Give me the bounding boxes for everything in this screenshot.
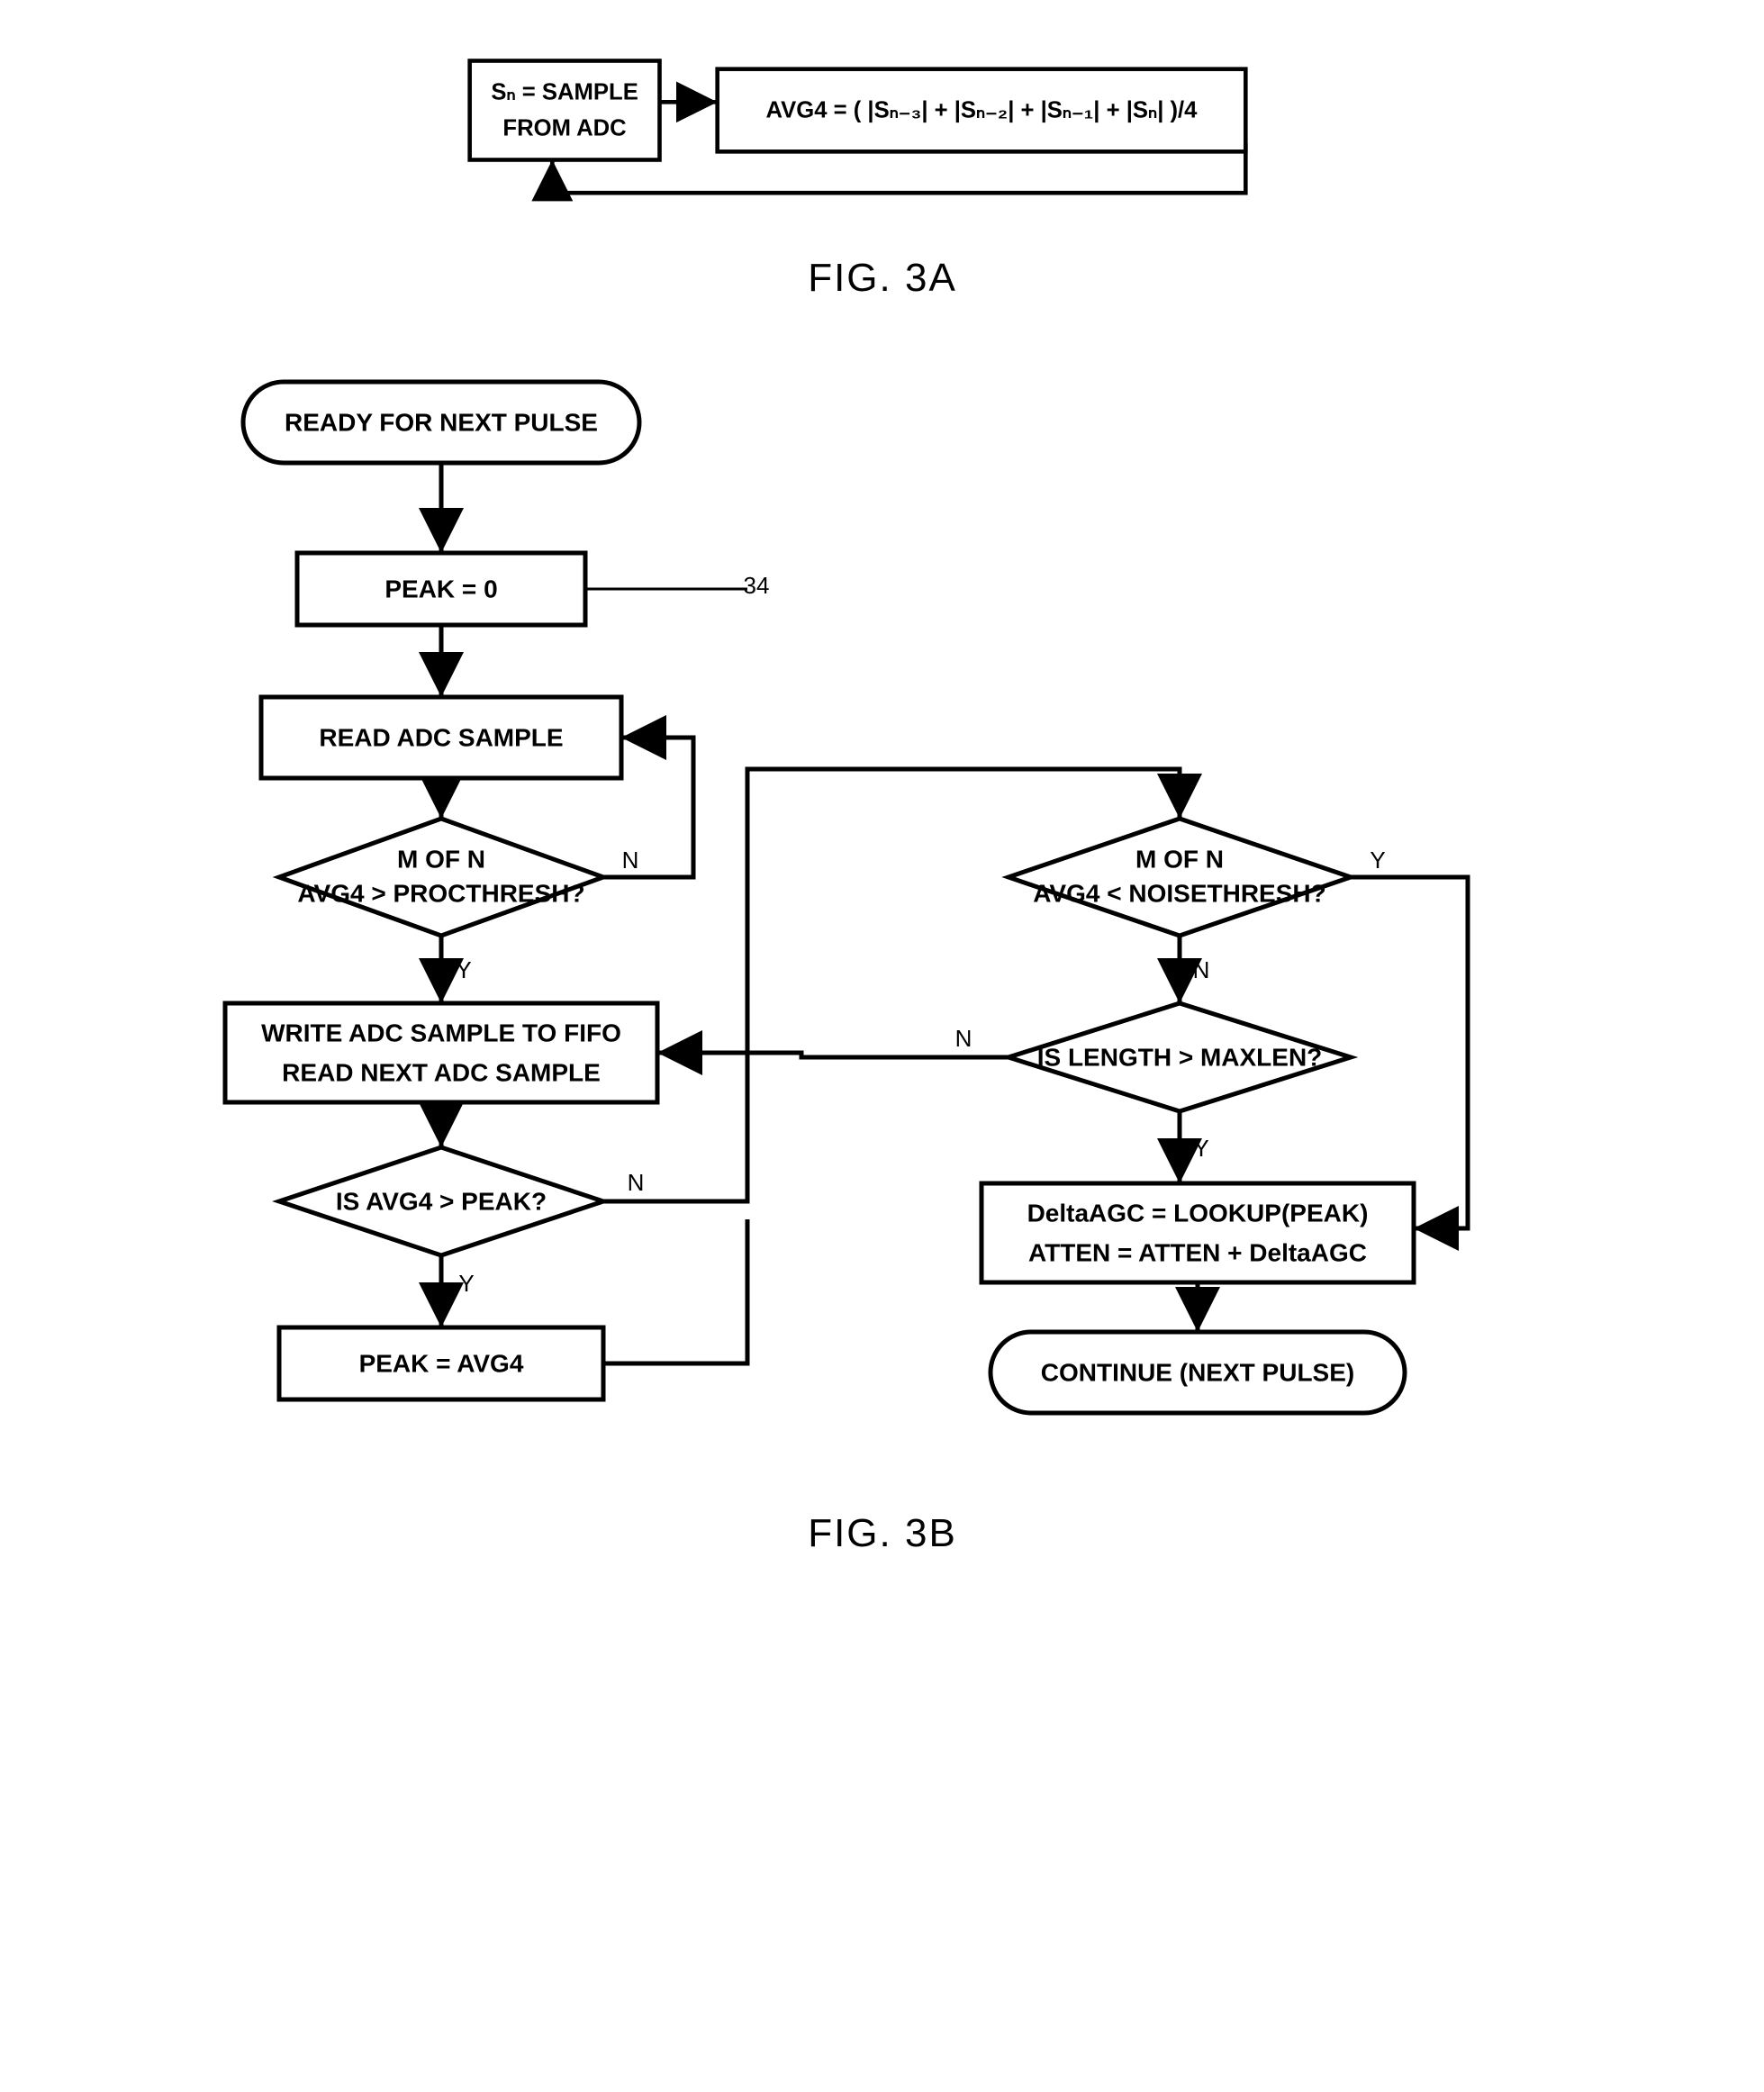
edge-label: Y [1193, 1135, 1208, 1162]
svg-text:AVG4 = ( |Sₙ₋₃| + |Sₙ₋₂| + |Sₙ: AVG4 = ( |Sₙ₋₃| + |Sₙ₋₂| + |Sₙ₋₁| + |Sₙ|… [766, 98, 1199, 123]
svg-text:PEAK = AVG4: PEAK = AVG4 [359, 1350, 524, 1378]
svg-text:AVG4 > PROCTHRESH?: AVG4 > PROCTHRESH? [297, 880, 584, 908]
edge-label: Y [1370, 847, 1385, 874]
svg-text:M OF N: M OF N [397, 846, 485, 874]
edge-label: Y [458, 1270, 474, 1297]
ref-34: 34 [744, 572, 770, 599]
svg-text:READ NEXT ADC SAMPLE: READ NEXT ADC SAMPLE [282, 1059, 601, 1087]
svg-text:PEAK = 0: PEAK = 0 [384, 575, 497, 603]
edge-label: Y [456, 956, 471, 983]
edge-label: N [1193, 956, 1210, 983]
edge-label: N [955, 1025, 972, 1052]
fig3a-svg: Sₙ = SAMPLE FROM ADC AVG4 = ( |Sₙ₋₃| + |Sₙ… [387, 36, 1378, 234]
svg-text:FROM ADC: FROM ADC [502, 116, 626, 141]
svg-text:IS AVG4 > PEAK?: IS AVG4 > PEAK? [336, 1188, 547, 1216]
svg-text:READ ADC SAMPLE: READ ADC SAMPLE [319, 724, 563, 752]
fig3a-caption: FIG. 3A [36, 256, 1729, 301]
fig3b-svg: N Y N Y N Y N Y READY FOR NEXT PULSE PEAK = 0 READ… [117, 355, 1648, 1490]
svg-text:DeltaAGC = LOOKUP(PEAK): DeltaAGC = LOOKUP(PEAK) [1027, 1200, 1369, 1227]
svg-text:WRITE ADC SAMPLE TO FIFO: WRITE ADC SAMPLE TO FIFO [261, 1019, 621, 1047]
svg-text:Sₙ = SAMPLE: Sₙ = SAMPLE [491, 79, 638, 104]
svg-text:ATTEN = ATTEN + DeltaAGC: ATTEN = ATTEN + DeltaAGC [1028, 1239, 1367, 1267]
edge-label: N [622, 847, 639, 874]
fig3b-caption: FIG. 3B [36, 1511, 1729, 1556]
svg-text:AVG4 < NOISETHRESH?: AVG4 < NOISETHRESH? [1033, 880, 1325, 908]
svg-text:IS LENGTH > MAXLEN?: IS LENGTH > MAXLEN? [1037, 1044, 1323, 1072]
svg-text:READY FOR NEXT PULSE: READY FOR NEXT PULSE [285, 409, 598, 437]
svg-text:M OF N: M OF N [1135, 846, 1224, 874]
edge-label: N [628, 1169, 645, 1196]
svg-text:CONTINUE (NEXT PULSE): CONTINUE (NEXT PULSE) [1041, 1359, 1354, 1387]
